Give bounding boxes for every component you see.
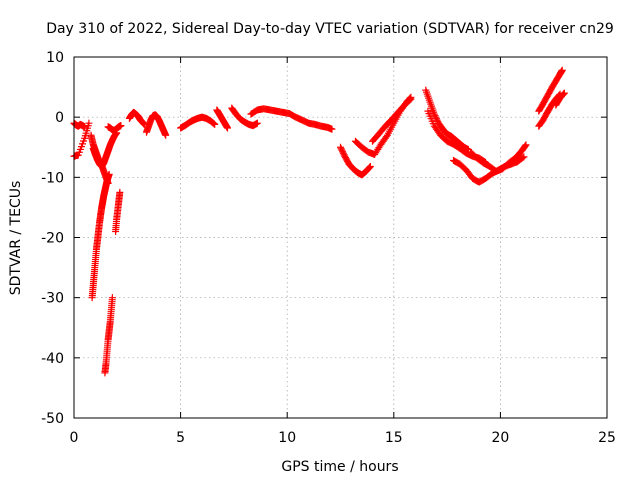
- series-steep-a: [88, 170, 113, 302]
- data-point: [116, 188, 124, 196]
- data-point: [224, 124, 232, 132]
- data-point: [522, 141, 530, 149]
- x-axis-label: GPS time / hours: [281, 459, 398, 475]
- y-tick-label: -50: [41, 411, 64, 427]
- data-point: [338, 146, 346, 154]
- series-mid-e: [213, 106, 232, 132]
- plot-frame: [73, 56, 608, 419]
- y-tick-label: -20: [41, 231, 64, 247]
- data-point: [560, 89, 568, 97]
- data-point: [558, 66, 566, 74]
- series-mid-b: [125, 108, 148, 128]
- data-point: [559, 91, 567, 99]
- data-point: [366, 163, 374, 171]
- data-point: [382, 133, 390, 141]
- data-point: [365, 164, 373, 172]
- y-tick-label: 0: [55, 110, 64, 126]
- data-point: [210, 120, 218, 128]
- data-point: [366, 163, 374, 171]
- data-point: [339, 148, 347, 156]
- series-mid-d: [177, 113, 219, 132]
- data-point: [117, 122, 125, 130]
- data-point: [337, 143, 344, 151]
- data-point: [521, 142, 529, 150]
- x-tick-label: 5: [176, 430, 185, 446]
- data-point: [520, 153, 528, 161]
- series-steep-b: [101, 294, 116, 377]
- y-tick-label: -30: [41, 291, 64, 307]
- x-tick-label: 0: [70, 430, 79, 446]
- data-point: [81, 123, 89, 131]
- x-tick-label: 10: [278, 430, 296, 446]
- data-points: [70, 66, 568, 377]
- data-point: [339, 149, 347, 157]
- grid: [74, 57, 607, 418]
- series-mid-f: [228, 104, 261, 130]
- y-tick-label: -10: [41, 170, 64, 186]
- data-point: [519, 154, 527, 162]
- x-tick-label: 15: [385, 430, 403, 446]
- data-point: [209, 119, 217, 127]
- series-mid-g: [247, 105, 336, 133]
- data-point: [337, 145, 345, 153]
- data-point: [105, 170, 113, 178]
- series-rise-b: [368, 95, 415, 145]
- data-point: [108, 294, 116, 302]
- y-tick-label: -40: [41, 351, 64, 367]
- chart-title: Day 310 of 2022, Sidereal Day-to-day VTE…: [46, 21, 614, 37]
- data-point: [433, 116, 441, 124]
- series-mid-a: [104, 122, 125, 134]
- y-axis-label: SDTVAR / TECUs: [8, 181, 24, 296]
- x-tick-label: 20: [491, 430, 509, 446]
- data-point: [253, 119, 261, 127]
- x-tick-label: 25: [598, 430, 616, 446]
- y-tick-label: 10: [46, 50, 64, 66]
- data-point: [328, 125, 336, 133]
- series-dip-a: [337, 143, 374, 179]
- data-point: [211, 120, 219, 128]
- data-point: [85, 119, 93, 127]
- series-low-b: [467, 141, 530, 175]
- series-rise-d: [535, 66, 566, 115]
- series-end-a: [552, 89, 568, 109]
- data-point: [162, 131, 170, 139]
- data-point: [432, 113, 440, 121]
- data-point: [407, 95, 415, 103]
- data-point: [560, 90, 568, 98]
- series-steep-c: [112, 188, 124, 235]
- data-point: [406, 96, 414, 104]
- series-mid-c: [142, 111, 170, 139]
- axis-ticks: 0 5 10 15 20 25 -50 -40 -30 -20 -10 0 10: [41, 50, 616, 446]
